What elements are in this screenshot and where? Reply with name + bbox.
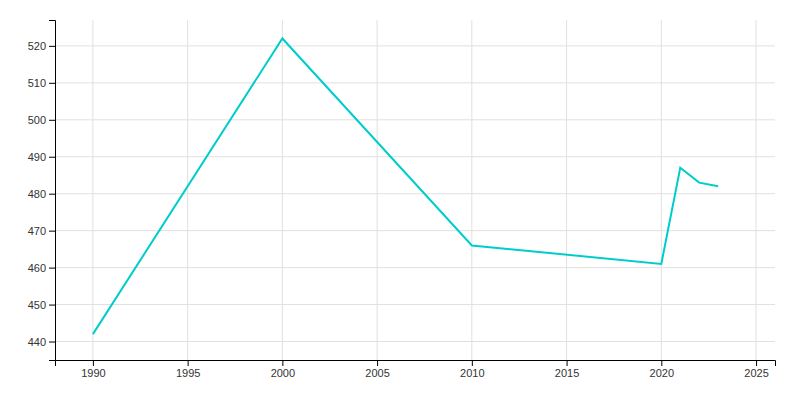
x-tick-label: 2010	[460, 367, 484, 379]
y-tick: 450	[28, 299, 55, 311]
x-tick: 2010	[460, 360, 484, 379]
y-tick: 500	[28, 114, 55, 126]
chart: 1990 1995 2000 2005 2010 2015 2020 2025 440 450 46…	[0, 0, 800, 400]
grid-line-y	[55, 267, 775, 268]
y-tick-label: 510	[28, 77, 46, 89]
y-tick-mark	[49, 83, 55, 84]
y-tick-mark	[49, 305, 55, 306]
x-tick-mark	[567, 360, 568, 366]
y-tick-mark	[49, 231, 55, 232]
x-tick-label: 1995	[176, 367, 200, 379]
grid-line-x	[471, 20, 472, 360]
data-line	[93, 38, 718, 334]
x-tick-label: 2015	[555, 367, 579, 379]
x-axis-line	[56, 361, 776, 367]
y-tick: 460	[28, 262, 55, 274]
x-tick-mark	[188, 360, 189, 366]
x-tick-mark	[756, 360, 757, 366]
grid-line-y	[55, 193, 775, 194]
y-tick: 440	[28, 336, 55, 348]
y-tick: 490	[28, 151, 55, 163]
y-tick-label: 460	[28, 262, 46, 274]
x-tick-mark	[377, 360, 378, 366]
y-tick-label: 440	[28, 336, 46, 348]
y-tick: 480	[28, 188, 55, 200]
grid-line-y	[55, 156, 775, 157]
grid-line-x	[661, 20, 662, 360]
grid	[55, 20, 775, 360]
grid-line-x	[282, 20, 283, 360]
plot-area	[93, 38, 718, 334]
x-tick-label: 2025	[744, 367, 768, 379]
y-tick-mark	[49, 157, 55, 158]
y-tick-mark	[49, 194, 55, 195]
x-tick-label: 1990	[81, 367, 105, 379]
x-tick: 2015	[555, 360, 579, 379]
x-axis: 1990 1995 2000 2005 2010 2015 2020 2025	[56, 360, 776, 379]
y-tick-label: 500	[28, 114, 46, 126]
x-tick-label: 2000	[271, 367, 295, 379]
x-tick-label: 2005	[365, 367, 389, 379]
y-tick-mark	[49, 46, 55, 47]
x-tick: 2005	[365, 360, 389, 379]
y-tick: 470	[28, 225, 55, 237]
y-tick-mark	[49, 120, 55, 121]
y-tick: 520	[28, 40, 55, 52]
y-tick: 510	[28, 77, 55, 89]
x-tick-label: 2020	[650, 367, 674, 379]
y-tick-label: 470	[28, 225, 46, 237]
grid-line-x	[92, 20, 93, 360]
y-tick-label: 450	[28, 299, 46, 311]
grid-line-x	[756, 20, 757, 360]
y-axis: 440 450 460 470 480 490 500 510 520	[28, 21, 56, 361]
grid-line-y	[55, 304, 775, 305]
x-tick: 2020	[650, 360, 674, 379]
x-tick: 1990	[81, 360, 105, 379]
grid-line-y	[55, 82, 775, 83]
grid-line-y	[55, 45, 775, 46]
x-tick: 2000	[271, 360, 295, 379]
grid-line-x	[566, 20, 567, 360]
y-axis-line	[49, 21, 56, 361]
grid-line-x	[377, 20, 378, 360]
grid-line-y	[55, 119, 775, 120]
y-tick-mark	[49, 268, 55, 269]
y-tick-mark	[49, 342, 55, 343]
grid-line-x	[187, 20, 188, 360]
x-tick-mark	[472, 360, 473, 366]
x-tick: 2025	[744, 360, 768, 379]
y-tick-label: 480	[28, 188, 46, 200]
y-tick-label: 520	[28, 40, 46, 52]
x-tick-mark	[93, 360, 94, 366]
x-tick-mark	[282, 360, 283, 366]
y-tick-label: 490	[28, 151, 46, 163]
x-tick: 1995	[176, 360, 200, 379]
x-tick-mark	[661, 360, 662, 366]
grid-line-y	[55, 341, 775, 342]
